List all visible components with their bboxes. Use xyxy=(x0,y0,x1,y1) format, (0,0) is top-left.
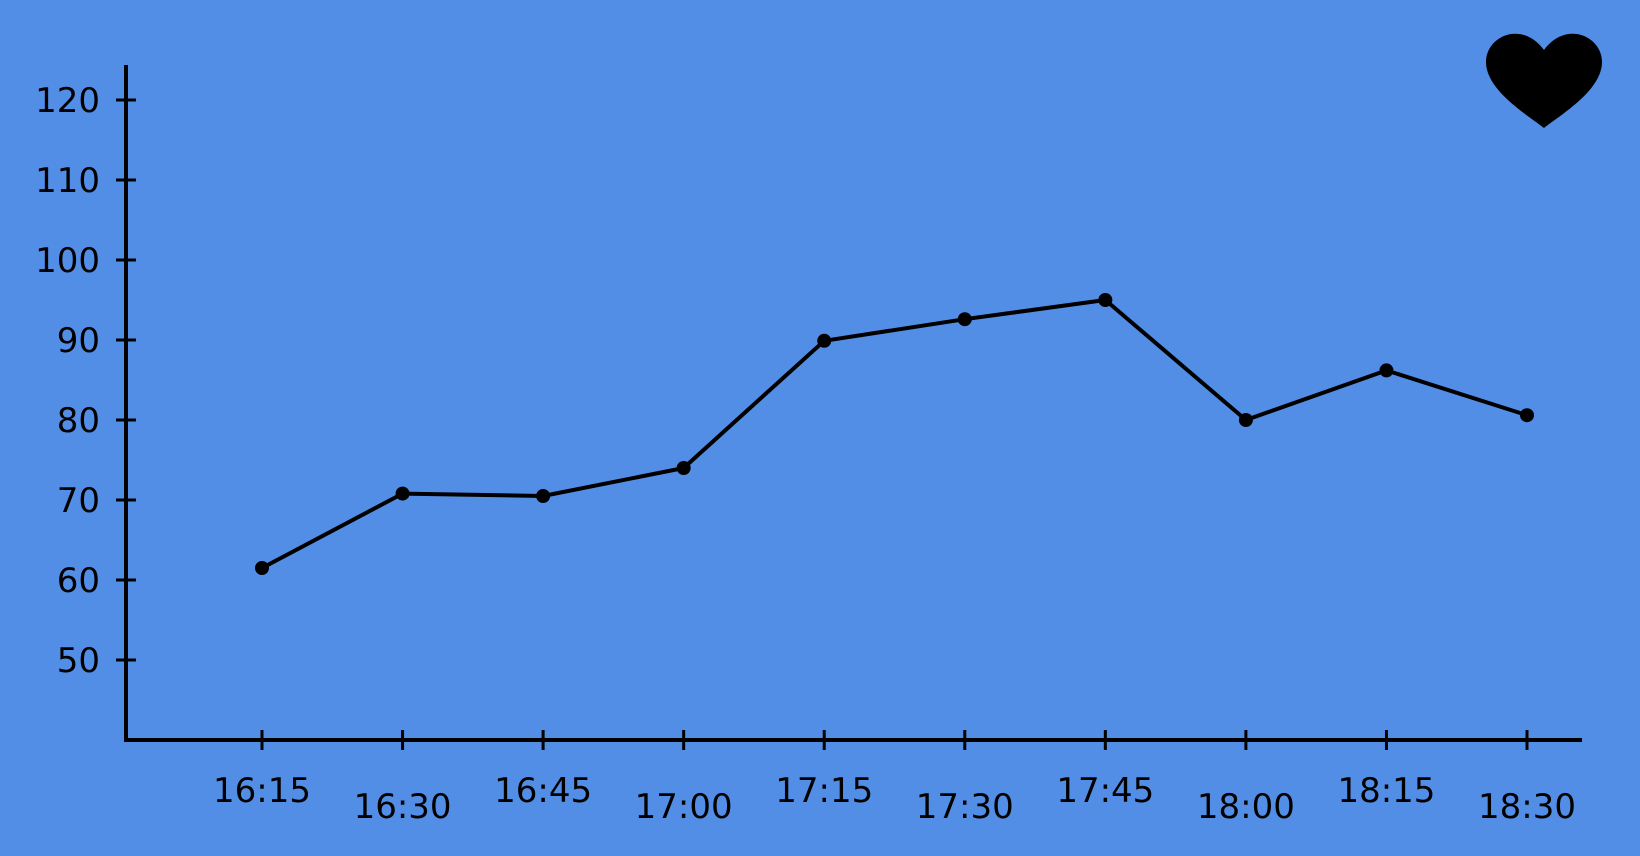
x-tick-label: 17:00 xyxy=(635,787,733,827)
data-point xyxy=(957,312,972,327)
y-tick-label: 70 xyxy=(57,481,100,521)
data-point xyxy=(536,489,551,503)
data-point xyxy=(1238,413,1253,427)
data-point xyxy=(1379,363,1394,378)
y-tick-label: 100 xyxy=(35,241,100,281)
heart-icon xyxy=(1486,33,1602,128)
x-tick-label: 18:15 xyxy=(1337,771,1435,811)
y-tick-label: 120 xyxy=(35,81,100,121)
x-tick-label: 18:00 xyxy=(1197,787,1295,827)
y-tick-label: 90 xyxy=(57,321,100,361)
series-line xyxy=(261,298,1528,570)
data-point xyxy=(1098,293,1113,307)
x-tick-label: 17:30 xyxy=(916,787,1014,827)
y-tick-label: 50 xyxy=(57,641,100,681)
x-tick-label: 17:45 xyxy=(1056,771,1154,811)
y-axis: 50 60 70 80 90 100 110 120 xyxy=(35,65,136,740)
y-tick-label: 60 xyxy=(57,561,100,601)
series-layer xyxy=(255,293,1534,575)
data-point xyxy=(395,486,410,501)
y-tick-label: 80 xyxy=(57,401,100,441)
x-tick-label: 18:30 xyxy=(1478,787,1576,827)
x-tick-label: 17:15 xyxy=(775,771,873,811)
x-axis: 16:15 16:30 16:45 17:00 17:15 17:30 17:45 18:00… xyxy=(124,730,1582,827)
data-point xyxy=(817,333,832,348)
data-point xyxy=(1520,408,1534,423)
y-tick-label: 110 xyxy=(35,161,100,201)
data-point xyxy=(676,461,691,475)
x-tick-label: 16:45 xyxy=(494,771,592,811)
x-tick-label: 16:30 xyxy=(354,787,452,827)
data-point xyxy=(255,561,269,575)
x-tick-label: 16:15 xyxy=(213,771,311,811)
